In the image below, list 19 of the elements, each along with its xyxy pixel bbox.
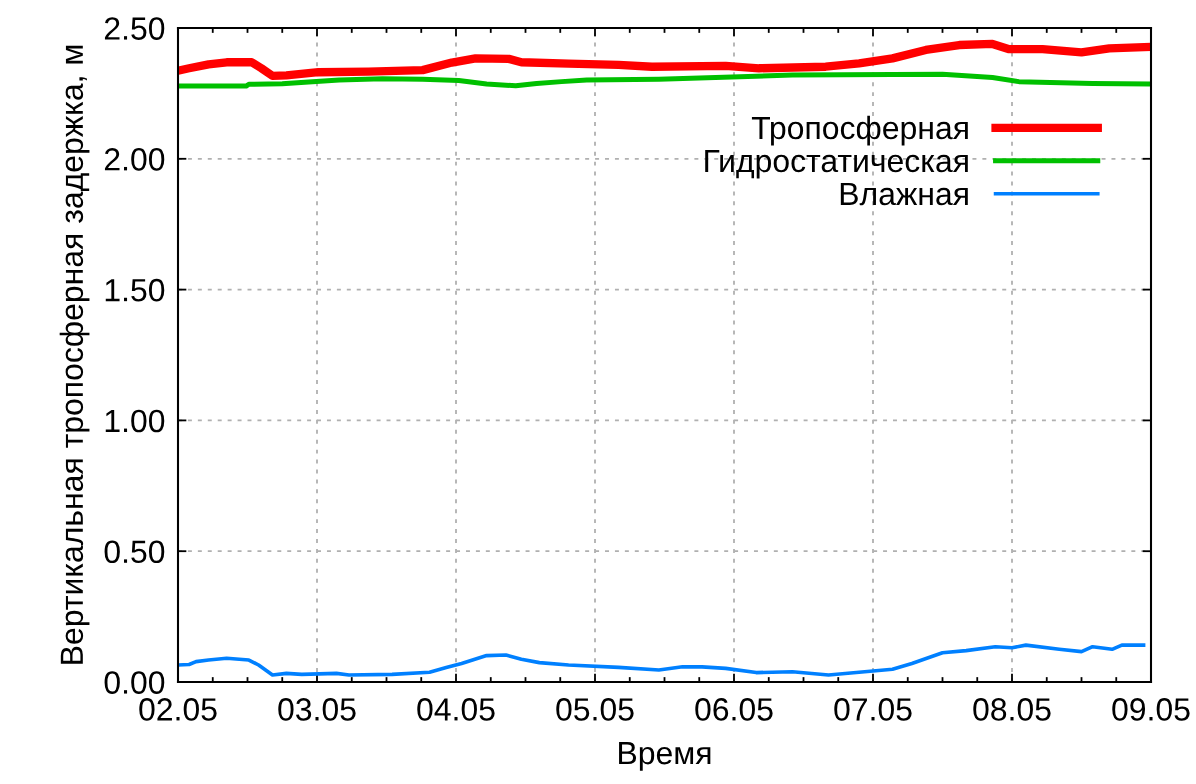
x-tick-label: 04.05: [417, 698, 495, 721]
x-tick-label: 08.05: [973, 698, 1051, 721]
y-tick-label: 1.50: [105, 278, 165, 302]
y-tick-label: 2.00: [104, 148, 165, 171]
y-tick-label: 0.50: [104, 540, 165, 564]
x-tick-label: 02.05: [139, 698, 217, 721]
legend-label: Гидростатическая: [705, 149, 968, 179]
y-tick-label: 0.00: [104, 671, 165, 694]
y-axis-title: Вертикальная тропосферная задержка, м: [59, 45, 90, 664]
legend-label: Влажная: [840, 182, 968, 206]
x-tick-label: 03.05: [278, 698, 356, 721]
x-axis-title: Время: [619, 742, 711, 771]
x-tick-label: 05.05: [556, 698, 634, 721]
y-tick-label: 1.00: [105, 409, 165, 433]
x-tick-label: 07.05: [834, 698, 912, 721]
x-tick-label: 09.05: [1112, 698, 1190, 721]
x-tick-label: 06.05: [695, 698, 773, 721]
legend-label: Тропосферная: [751, 115, 968, 146]
y-tick-label: 2.50: [104, 17, 165, 40]
